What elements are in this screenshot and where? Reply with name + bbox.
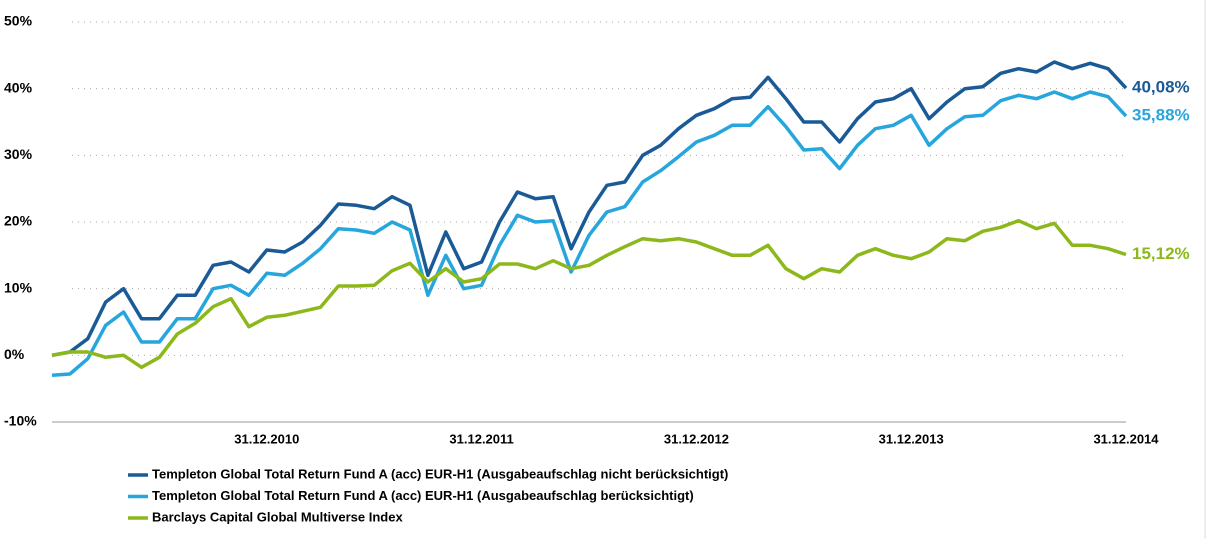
series-line: [51, 60, 1128, 358]
legend-label: Templeton Global Total Return Fund A (ac…: [152, 488, 694, 503]
x-tick-label: 31.12.2013: [879, 431, 944, 446]
x-tick-label: 31.12.2011: [449, 431, 513, 446]
y-tick-label: 40%: [4, 79, 33, 95]
y-tick-label: 10%: [4, 279, 33, 295]
series-line: [51, 218, 1127, 370]
y-tick-label: 20%: [4, 213, 33, 229]
x-tick-label: 31.12.2014: [1093, 431, 1159, 446]
legend-label: Barclays Capital Global Multiverse Index: [152, 509, 403, 524]
series-line: [51, 90, 1128, 378]
x-tick-label: 31.12.2010: [234, 431, 299, 446]
end-label: 35,88%: [1132, 106, 1190, 125]
x-tick-label: 31.12.2012: [664, 431, 729, 446]
legend-label: Templeton Global Total Return Fund A (ac…: [152, 466, 728, 481]
end-label: 15,12%: [1132, 244, 1190, 263]
end-label: 40,08%: [1132, 78, 1190, 97]
y-tick-label: -10%: [4, 413, 37, 429]
y-tick-label: 50%: [4, 13, 33, 29]
y-tick-label: 0%: [4, 346, 25, 362]
y-tick-label: 30%: [4, 146, 33, 162]
